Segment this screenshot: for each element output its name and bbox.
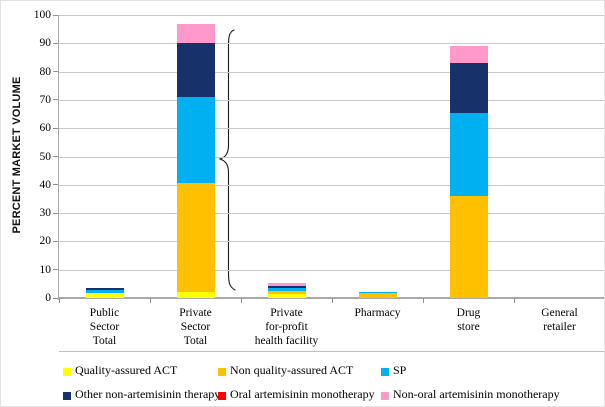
curly-brace-annotation bbox=[218, 29, 236, 291]
bar-segment bbox=[176, 97, 215, 184]
y-axis-line bbox=[58, 15, 59, 300]
x-axis-tick bbox=[241, 298, 242, 303]
y-tick-label: 100 bbox=[33, 9, 51, 21]
legend-label: SP bbox=[393, 363, 407, 377]
legend-label: Non-oral artemisinin monotherapy bbox=[393, 387, 560, 401]
gridline bbox=[59, 15, 604, 16]
y-axis-tick bbox=[53, 156, 58, 157]
legend-swatch bbox=[381, 391, 389, 400]
y-axis-tick bbox=[53, 127, 58, 129]
y-axis-tick bbox=[53, 269, 58, 271]
bar-segment bbox=[85, 287, 124, 291]
bar-drug-store bbox=[423, 15, 514, 298]
bar-private-for-profit-health-facility bbox=[241, 15, 332, 298]
x-axis-tick bbox=[332, 298, 333, 303]
gridline bbox=[59, 43, 604, 45]
bar-segment bbox=[358, 292, 397, 298]
bar-public-sector-total bbox=[59, 15, 150, 298]
legend-swatch bbox=[63, 391, 71, 400]
y-tick-label: 40 bbox=[39, 178, 52, 191]
y-tick-label: 0 bbox=[45, 292, 51, 304]
y-tick-label: 30 bbox=[39, 207, 52, 220]
bar-segment bbox=[267, 288, 306, 292]
legend-swatch bbox=[63, 367, 71, 376]
y-axis-tick bbox=[53, 212, 58, 214]
legend-label: Non quality-assured ACT bbox=[230, 363, 354, 377]
category-label: Pharmacy bbox=[354, 307, 401, 319]
bar-segment bbox=[176, 183, 215, 292]
bar-segment bbox=[267, 294, 306, 298]
bar-segment bbox=[176, 291, 215, 298]
gridline bbox=[59, 99, 604, 101]
legend-label: Quality-assured ACT bbox=[75, 363, 178, 377]
y-axis-tick bbox=[53, 184, 58, 186]
bar-segment bbox=[358, 291, 397, 293]
legend-swatch bbox=[381, 367, 389, 376]
bar-segment bbox=[85, 293, 124, 298]
gridline bbox=[59, 213, 604, 215]
legend-item-other-non-artemisinin-therapy: Other non-artemisinin therapy bbox=[63, 386, 221, 401]
bar-pharmacy bbox=[332, 15, 423, 298]
gridline bbox=[59, 156, 604, 158]
category-axis-labels: Public Sector Total Private Sector Total Priva… bbox=[59, 306, 604, 352]
bar-segment bbox=[176, 43, 215, 98]
x-axis-tick bbox=[150, 298, 151, 303]
legend-item-non-quality-assured-act: Non quality-assured ACT bbox=[218, 362, 354, 377]
y-axis-tick bbox=[53, 99, 58, 101]
y-axis-tick bbox=[53, 14, 58, 16]
category-label: General retailer bbox=[541, 307, 578, 333]
legend-item-sp: SP bbox=[381, 362, 407, 377]
y-axis-tick bbox=[53, 240, 58, 242]
x-axis-line bbox=[59, 297, 604, 299]
gridline bbox=[59, 241, 604, 243]
gridline bbox=[59, 184, 604, 186]
category-label: Drug store bbox=[456, 307, 481, 333]
x-axis-tick bbox=[423, 298, 424, 303]
bar-general-retailer bbox=[514, 15, 604, 298]
gridline bbox=[59, 269, 604, 271]
bar-segment bbox=[449, 63, 488, 113]
x-axis-tick bbox=[59, 298, 60, 303]
y-axis-tick bbox=[53, 71, 58, 73]
y-tick-label: 80 bbox=[39, 65, 52, 78]
bar-segment bbox=[449, 196, 488, 298]
bar-segment bbox=[267, 291, 306, 295]
y-tick-label: 50 bbox=[39, 150, 52, 163]
legend-item-non-oral-artemisinin-monotherapy: Non-oral artemisinin monotherapy bbox=[381, 386, 560, 401]
category-label: Public Sector Total bbox=[89, 307, 120, 347]
bar-segment bbox=[267, 282, 306, 286]
bar-segment bbox=[449, 46, 488, 64]
legend-label: Oral artemisinin monotherapy bbox=[230, 387, 375, 401]
gridline bbox=[59, 71, 604, 73]
legend-swatch bbox=[218, 391, 226, 400]
legend-swatch bbox=[218, 367, 226, 376]
legend-separator-line bbox=[59, 351, 604, 352]
bar-segment bbox=[85, 290, 124, 294]
y-tick-label: 70 bbox=[39, 93, 52, 106]
gridline bbox=[59, 128, 604, 130]
category-label: Private Sector Total bbox=[179, 307, 212, 347]
category-label: Private for-profit health facility bbox=[254, 307, 319, 347]
y-tick-label: 10 bbox=[39, 263, 52, 276]
plot-area: 0 10 20 30 40 50 60 70 80 90 100 bbox=[34, 9, 604, 304]
y-tick-label: 60 bbox=[39, 122, 52, 135]
bar-segment bbox=[449, 112, 488, 197]
bar-private-sector-total bbox=[150, 15, 241, 298]
x-axis-tick bbox=[514, 298, 515, 303]
legend-label: Other non-artemisinin therapy bbox=[75, 387, 221, 401]
y-tick-label: 90 bbox=[39, 37, 52, 50]
y-axis-tick bbox=[53, 297, 58, 299]
bar-segment bbox=[267, 285, 306, 289]
y-tick-label: 20 bbox=[39, 235, 52, 248]
legend-item-oral-artemisinin-monotherapy: Oral artemisinin monotherapy bbox=[218, 386, 375, 401]
legend-item-quality-assured-act: Quality-assured ACT bbox=[63, 362, 178, 377]
bar-segment bbox=[176, 23, 215, 44]
y-axis-tick bbox=[53, 42, 58, 44]
